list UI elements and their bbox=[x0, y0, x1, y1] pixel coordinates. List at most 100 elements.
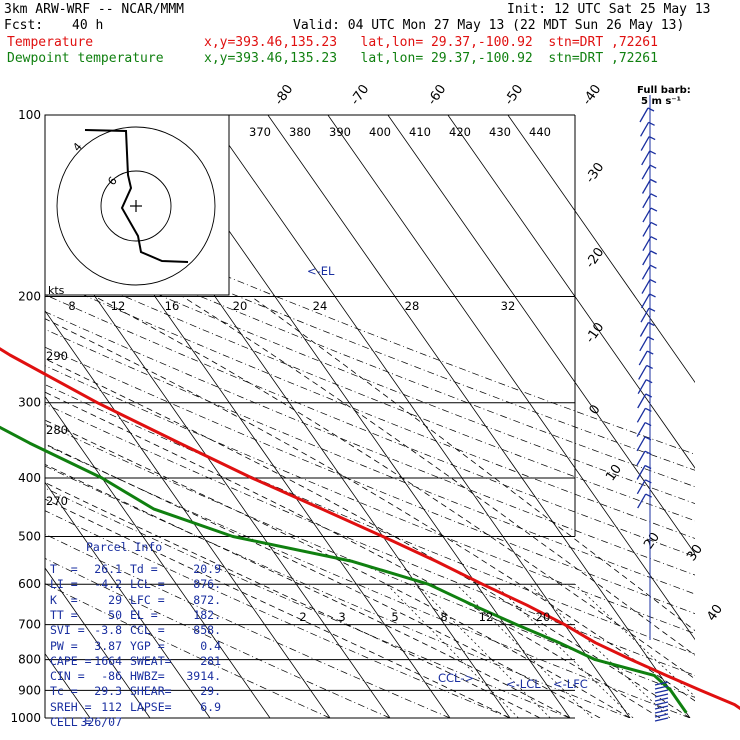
theta-e-label: 410 bbox=[409, 125, 431, 139]
dry-adiabat bbox=[45, 487, 571, 718]
parcel-param-value: 6.9 bbox=[200, 699, 221, 714]
parcel-param-label: K = bbox=[50, 592, 78, 607]
pressure-tick-label: 600 bbox=[18, 577, 41, 591]
parcel-param-value: 872. bbox=[193, 592, 221, 607]
pressure-tick-label: 900 bbox=[18, 683, 41, 697]
parcel-param-value: 3914. bbox=[186, 669, 221, 684]
dry-adiabat bbox=[45, 365, 695, 635]
parcel-param-label: EL = bbox=[130, 607, 158, 622]
theta-e-label: 400 bbox=[369, 125, 391, 139]
isotherm-line bbox=[45, 567, 151, 718]
pressure-tick-label: 400 bbox=[18, 471, 41, 485]
theta-e-label: 420 bbox=[449, 125, 471, 139]
wind-barb bbox=[641, 164, 651, 180]
theta-e-label: 440 bbox=[529, 125, 551, 139]
valid-time: Valid: 04 UTC Mon 27 May 13 (22 MDT Sun … bbox=[293, 18, 685, 33]
parcel-param-value: 858. bbox=[193, 623, 221, 638]
forecast-hours: 40 h bbox=[72, 18, 104, 33]
moist-adiabat bbox=[94, 296, 695, 680]
wind-barb bbox=[641, 264, 651, 280]
speed-scale-label: 32 bbox=[501, 299, 516, 313]
wind-barb bbox=[642, 222, 652, 237]
wind-barb bbox=[641, 179, 652, 194]
level-annotation: CCL-> bbox=[438, 671, 474, 685]
wind-barb bbox=[636, 436, 646, 452]
dry-adiabat bbox=[45, 465, 631, 718]
left-scale-label: 280 bbox=[46, 423, 68, 437]
speed-scale-label: 28 bbox=[405, 299, 420, 313]
inset-units-label: kts bbox=[48, 284, 65, 297]
wind-barb bbox=[637, 493, 647, 509]
hodograph-panel bbox=[44, 114, 230, 296]
isotherm-label: -40 bbox=[580, 82, 604, 108]
parcel-param-value: 182. bbox=[193, 607, 221, 622]
parcel-param-label: CCL = bbox=[130, 623, 165, 638]
parcel-param-label: CAPE = bbox=[50, 653, 92, 668]
isotherm-label: -70 bbox=[348, 82, 372, 108]
dry-adiabat bbox=[45, 346, 695, 614]
wind-barb bbox=[637, 379, 647, 395]
dry-adiabat bbox=[45, 229, 695, 488]
hodograph-ring bbox=[100, 170, 172, 242]
moist-adiabat bbox=[182, 296, 695, 656]
pressure-tick-label: 700 bbox=[18, 618, 41, 632]
moist-adiabat bbox=[45, 419, 631, 718]
temperature-trace bbox=[0, 347, 740, 711]
wind-barb bbox=[640, 136, 650, 151]
temperature-legend: Temperature bbox=[7, 35, 94, 50]
init-time: Init: 12 UTC Sat 25 May 13 bbox=[507, 2, 711, 17]
wind-barb bbox=[636, 479, 646, 495]
left-scale-label: 290 bbox=[46, 349, 68, 363]
dry-adiabat bbox=[45, 444, 691, 718]
parcel-info-title: Parcel Info bbox=[86, 540, 163, 554]
parcel-param-label: LCL = bbox=[130, 577, 165, 592]
dewpoint-location: x,y=393.46,135.23 lat,lon= 29.37,-100.92… bbox=[204, 51, 658, 66]
parcel-param-label: TT = bbox=[50, 607, 78, 622]
isotherm-line bbox=[45, 224, 391, 718]
isotherm-label: 40 bbox=[704, 602, 726, 624]
wind-barb bbox=[638, 365, 648, 380]
speed-scale-label: 16 bbox=[165, 299, 180, 313]
isotherm-label: -10 bbox=[583, 320, 607, 346]
speed-scale-label: 8 bbox=[68, 299, 75, 313]
wind-barb bbox=[642, 236, 652, 252]
pressure-tick-label: 1000 bbox=[10, 711, 41, 725]
wind-barb bbox=[640, 293, 651, 309]
dry-adiabat bbox=[45, 294, 695, 557]
parcel-param-value: 3.87 bbox=[94, 638, 122, 653]
pressure-tick-label: 300 bbox=[18, 396, 41, 410]
dry-adiabat bbox=[45, 533, 451, 718]
parcel-param-label: SREH = bbox=[50, 699, 92, 714]
isotherm-line bbox=[507, 115, 695, 383]
dry-adiabat bbox=[45, 277, 695, 539]
parcel-param-value: 0.4 bbox=[200, 638, 221, 653]
moist-adiabat bbox=[45, 482, 541, 718]
parcel-param-value: 112 bbox=[101, 699, 122, 714]
wind-barb bbox=[636, 407, 646, 423]
mixing-ratio-label: 2 bbox=[299, 610, 306, 624]
isotherm-line bbox=[327, 115, 695, 641]
parcel-param-label: YGP = bbox=[130, 638, 165, 653]
isotherm-line bbox=[267, 115, 691, 718]
isotherm-line bbox=[45, 310, 331, 718]
mixing-ratio-line bbox=[494, 583, 634, 718]
left-scale-label: 270 bbox=[46, 494, 68, 508]
isotherm-label: -30 bbox=[583, 160, 607, 186]
wind-barb bbox=[641, 279, 651, 294]
theta-e-label: 380 bbox=[289, 125, 311, 139]
parcel-param-value: 29.3 bbox=[94, 684, 122, 699]
speed-scale-label: 24 bbox=[313, 299, 328, 313]
dry-adiabat bbox=[45, 199, 695, 455]
mixing-ratio-label: 20 bbox=[536, 610, 551, 624]
mixing-ratio-label: 8 bbox=[440, 610, 447, 624]
dry-adiabat bbox=[45, 583, 331, 718]
parcel-param-value: 26.1 bbox=[94, 562, 122, 576]
parcel-param-value: 1664 bbox=[94, 653, 122, 668]
isotherm-label: -60 bbox=[425, 82, 449, 108]
parcel-param-label: PW = bbox=[50, 638, 78, 653]
wind-barb bbox=[642, 193, 652, 209]
wind-barb bbox=[639, 107, 649, 123]
level-annotation: <-LCL bbox=[506, 677, 541, 691]
